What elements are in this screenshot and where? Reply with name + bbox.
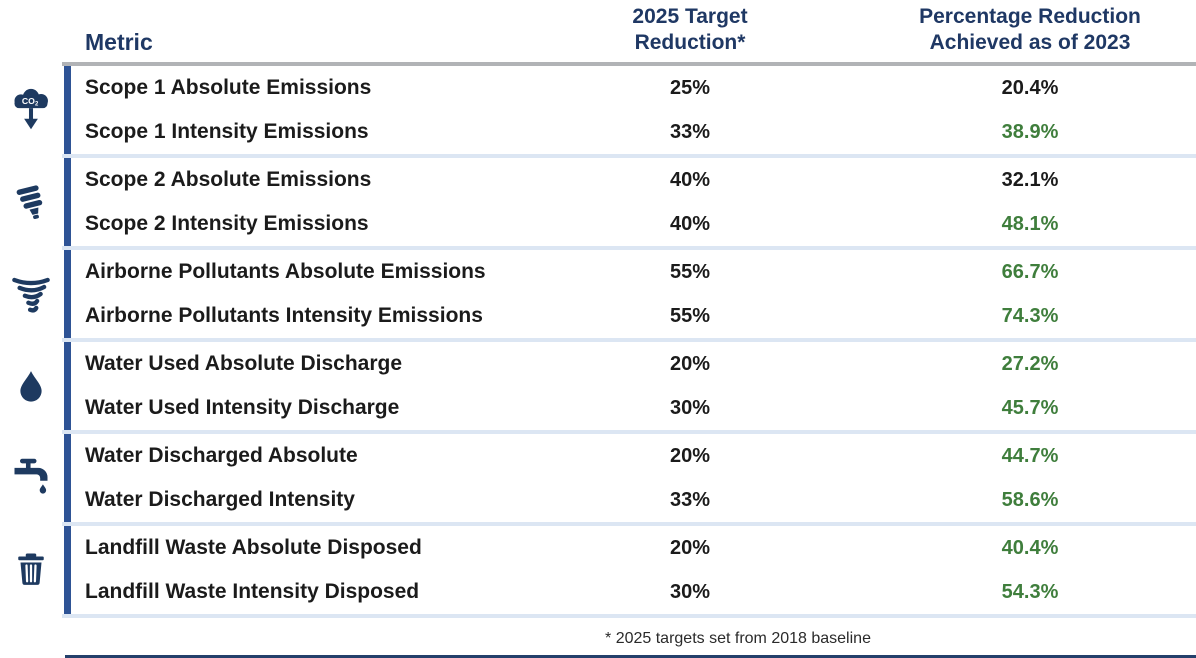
table-row: Landfill Waste Intensity Disposed 30% 54… bbox=[72, 570, 1196, 614]
co2-cloud-arrow-icon: CO2 bbox=[14, 88, 48, 130]
icon-cell bbox=[0, 434, 62, 522]
metric-group-scope2: Scope 2 Absolute Emissions 40% 32.1% Sco… bbox=[0, 158, 1196, 246]
metric-cell: Water Used Intensity Discharge bbox=[85, 396, 400, 419]
target-cell: 40% bbox=[669, 212, 711, 235]
icon-cell bbox=[0, 526, 62, 614]
target-cell: 20% bbox=[669, 536, 711, 559]
column-header-achieved-label: Percentage Reduction Achieved as of 2023 bbox=[919, 4, 1141, 54]
achieved-cell: 44.7% bbox=[1001, 444, 1059, 467]
table-row: Water Discharged Intensity 33% 58.6% bbox=[72, 478, 1196, 522]
metric-group-water-used: Water Used Absolute Discharge 20% 27.2% … bbox=[0, 342, 1196, 430]
target-cell: 30% bbox=[669, 396, 711, 419]
icon-cell bbox=[0, 158, 62, 246]
column-header-achieved: Percentage Reduction Achieved as of 2023 bbox=[820, 4, 1196, 57]
achieved-cell: 66.7% bbox=[1001, 260, 1059, 283]
group-separator-line bbox=[62, 430, 1196, 434]
faucet-drip-icon bbox=[14, 458, 48, 494]
bottom-border-line bbox=[65, 655, 1196, 658]
group-accent-bar bbox=[64, 250, 71, 338]
icon-cell bbox=[0, 342, 62, 430]
icon-cell bbox=[0, 250, 62, 338]
column-header-target-label: 2025 Target Reduction* bbox=[632, 4, 748, 54]
group-separator-line bbox=[62, 338, 1196, 342]
group-accent-bar bbox=[64, 434, 71, 522]
table-row: Water Used Intensity Discharge 30% 45.7% bbox=[72, 386, 1196, 430]
metric-cell: Water Used Absolute Discharge bbox=[85, 352, 403, 375]
metric-cell: Scope 2 Absolute Emissions bbox=[85, 168, 372, 191]
achieved-cell: 38.9% bbox=[1001, 120, 1059, 143]
metric-cell: Landfill Waste Absolute Disposed bbox=[85, 536, 422, 559]
table-row: Scope 1 Intensity Emissions 33% 38.9% bbox=[72, 110, 1196, 154]
target-cell: 33% bbox=[669, 120, 711, 143]
achieved-cell: 20.4% bbox=[1001, 76, 1059, 99]
target-cell: 25% bbox=[669, 76, 711, 99]
group-accent-bar bbox=[64, 66, 71, 154]
metric-cell: Airborne Pollutants Absolute Emissions bbox=[85, 260, 486, 283]
target-cell: 40% bbox=[669, 168, 711, 191]
metric-cell: Scope 1 Intensity Emissions bbox=[85, 120, 369, 143]
group-separator-line bbox=[62, 246, 1196, 250]
metric-group-landfill-waste: Landfill Waste Absolute Disposed 20% 40.… bbox=[0, 526, 1196, 614]
achieved-cell: 32.1% bbox=[1001, 168, 1059, 191]
achieved-cell: 40.4% bbox=[1001, 536, 1059, 559]
achieved-cell: 54.3% bbox=[1001, 580, 1059, 603]
metric-cell: Water Discharged Absolute bbox=[85, 444, 358, 467]
group-separator-line bbox=[62, 154, 1196, 158]
target-cell: 30% bbox=[669, 580, 711, 603]
metric-cell: Airborne Pollutants Intensity Emissions bbox=[85, 304, 483, 327]
metric-cell: Scope 2 Intensity Emissions bbox=[85, 212, 369, 235]
table-row: Water Used Absolute Discharge 20% 27.2% bbox=[72, 342, 1196, 386]
metric-group-airborne-pollutants: Airborne Pollutants Absolute Emissions 5… bbox=[0, 250, 1196, 338]
metric-cell: Landfill Waste Intensity Disposed bbox=[85, 580, 420, 603]
group-accent-bar bbox=[64, 158, 71, 246]
footnote: * 2025 targets set from 2018 baseline bbox=[605, 630, 871, 647]
table-row: Water Discharged Absolute 20% 44.7% bbox=[72, 434, 1196, 478]
column-header-target: 2025 Target Reduction* bbox=[560, 4, 820, 57]
table-row: Airborne Pollutants Absolute Emissions 5… bbox=[72, 250, 1196, 294]
trash-can-icon bbox=[18, 553, 44, 585]
target-cell: 55% bbox=[669, 260, 711, 283]
tornado-icon bbox=[12, 277, 50, 313]
target-cell: 33% bbox=[669, 488, 711, 511]
co2-icon-label: CO2 bbox=[22, 96, 39, 108]
metric-group-water-discharged: Water Discharged Absolute 20% 44.7% Wate… bbox=[0, 434, 1196, 522]
metric-cell: Scope 1 Absolute Emissions bbox=[85, 76, 372, 99]
target-cell: 20% bbox=[669, 444, 711, 467]
header-divider-line bbox=[62, 62, 1196, 66]
metric-group-scope1: CO2 Scope 1 Absolute Emissions 25% 20.4%… bbox=[0, 66, 1196, 154]
metric-cell: Water Discharged Intensity bbox=[85, 488, 355, 511]
achieved-cell: 48.1% bbox=[1001, 212, 1059, 235]
achieved-cell: 58.6% bbox=[1001, 488, 1059, 511]
table-row: Scope 1 Absolute Emissions 25% 20.4% bbox=[72, 66, 1196, 110]
cfl-bulb-icon bbox=[16, 185, 43, 220]
achieved-cell: 74.3% bbox=[1001, 304, 1059, 327]
column-header-metric: Metric bbox=[85, 29, 153, 55]
table-header-row: Metric 2025 Target Reduction* Percentage… bbox=[72, 0, 1196, 62]
icon-cell: CO2 bbox=[0, 66, 62, 154]
target-cell: 55% bbox=[669, 304, 711, 327]
table-row: Airborne Pollutants Intensity Emissions … bbox=[72, 294, 1196, 338]
target-cell: 20% bbox=[669, 352, 711, 375]
group-separator-line bbox=[62, 522, 1196, 526]
table-row: Scope 2 Intensity Emissions 40% 48.1% bbox=[72, 202, 1196, 246]
group-accent-bar bbox=[64, 342, 71, 430]
table-row: Scope 2 Absolute Emissions 40% 32.1% bbox=[72, 158, 1196, 202]
water-drop-icon bbox=[20, 371, 42, 402]
achieved-cell: 27.2% bbox=[1001, 352, 1059, 375]
group-accent-bar bbox=[64, 526, 71, 614]
table-row: Landfill Waste Absolute Disposed 20% 40.… bbox=[72, 526, 1196, 570]
achieved-cell: 45.7% bbox=[1001, 396, 1059, 419]
group-separator-line bbox=[62, 614, 1196, 618]
